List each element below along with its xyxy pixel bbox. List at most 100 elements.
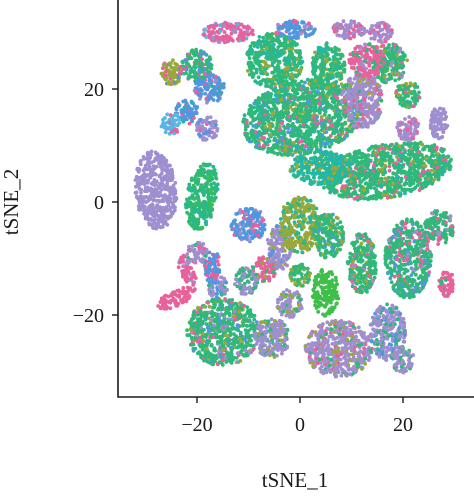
data-point (287, 32, 292, 36)
data-point (289, 35, 294, 40)
data-point (202, 27, 207, 32)
data-point (354, 123, 358, 127)
data-point (219, 90, 223, 95)
data-point (146, 197, 151, 202)
data-point (325, 100, 330, 105)
data-point (266, 139, 271, 144)
data-point (314, 75, 319, 80)
data-point (168, 175, 173, 180)
data-point (341, 19, 346, 24)
data-point (206, 130, 211, 135)
data-point (257, 121, 261, 125)
data-point (163, 184, 168, 189)
data-point (351, 191, 356, 196)
data-point (432, 177, 437, 182)
data-point (299, 107, 304, 112)
data-point (387, 179, 391, 184)
data-point (283, 20, 288, 25)
data-point (306, 135, 310, 140)
data-point (141, 173, 146, 178)
data-point (322, 112, 327, 117)
data-point (159, 184, 164, 188)
data-point (322, 166, 327, 170)
data-point (298, 101, 303, 106)
data-point (353, 156, 358, 161)
data-point (198, 172, 203, 177)
data-point (328, 164, 333, 169)
data-point (312, 109, 317, 113)
data-point (200, 226, 205, 230)
data-point (195, 182, 200, 187)
data-point (334, 122, 338, 127)
data-point (279, 135, 284, 140)
data-point (207, 208, 211, 213)
data-point (159, 207, 164, 211)
data-point (273, 69, 278, 74)
data-point (291, 86, 296, 90)
data-point (415, 170, 420, 174)
data-point (339, 122, 343, 127)
data-point (278, 50, 282, 55)
data-point (208, 213, 213, 218)
data-point (313, 139, 318, 143)
data-point (285, 66, 290, 71)
data-point (215, 82, 220, 86)
data-point (139, 187, 144, 192)
data-point (270, 32, 275, 36)
data-point (302, 150, 307, 155)
data-point (312, 57, 317, 62)
data-point (271, 117, 276, 122)
data-point (275, 116, 280, 120)
data-point (310, 101, 315, 105)
data-point (255, 41, 259, 46)
data-point (255, 116, 259, 120)
data-point (207, 25, 212, 30)
data-point (199, 79, 204, 83)
data-point (360, 173, 364, 178)
data-point (317, 51, 321, 55)
data-point (224, 33, 229, 38)
data-point (324, 45, 329, 49)
data-point (292, 59, 297, 64)
data-point (298, 129, 303, 134)
data-point (322, 95, 326, 99)
data-point (327, 172, 332, 177)
data-point (293, 157, 297, 162)
data-point (374, 196, 379, 201)
cluster-13 (173, 98, 200, 126)
data-point (380, 40, 384, 45)
data-point (340, 175, 345, 180)
data-point (276, 45, 281, 49)
data-point (365, 158, 370, 163)
data-point (321, 90, 325, 95)
data-point (362, 192, 367, 196)
data-point (380, 20, 385, 25)
data-point (318, 111, 322, 115)
data-point (372, 145, 377, 149)
data-point (330, 177, 335, 182)
data-point (280, 145, 285, 150)
data-point (333, 128, 337, 132)
data-point (184, 101, 189, 106)
data-point (282, 97, 287, 102)
data-point (333, 104, 338, 108)
data-point (303, 144, 308, 148)
data-point (366, 81, 371, 85)
data-point (388, 186, 392, 190)
data-point (270, 147, 275, 152)
data-point (247, 139, 252, 144)
data-point (430, 153, 434, 158)
data-point (153, 181, 158, 186)
data-point (302, 156, 306, 161)
data-point (328, 62, 333, 67)
data-point (273, 86, 278, 91)
data-point (324, 58, 328, 63)
data-point (305, 170, 310, 175)
data-point (344, 95, 349, 99)
data-point (352, 170, 356, 175)
data-point (290, 78, 295, 83)
data-point (171, 203, 176, 207)
cluster-17 (184, 162, 220, 231)
data-point (322, 108, 327, 113)
data-point (237, 33, 242, 38)
